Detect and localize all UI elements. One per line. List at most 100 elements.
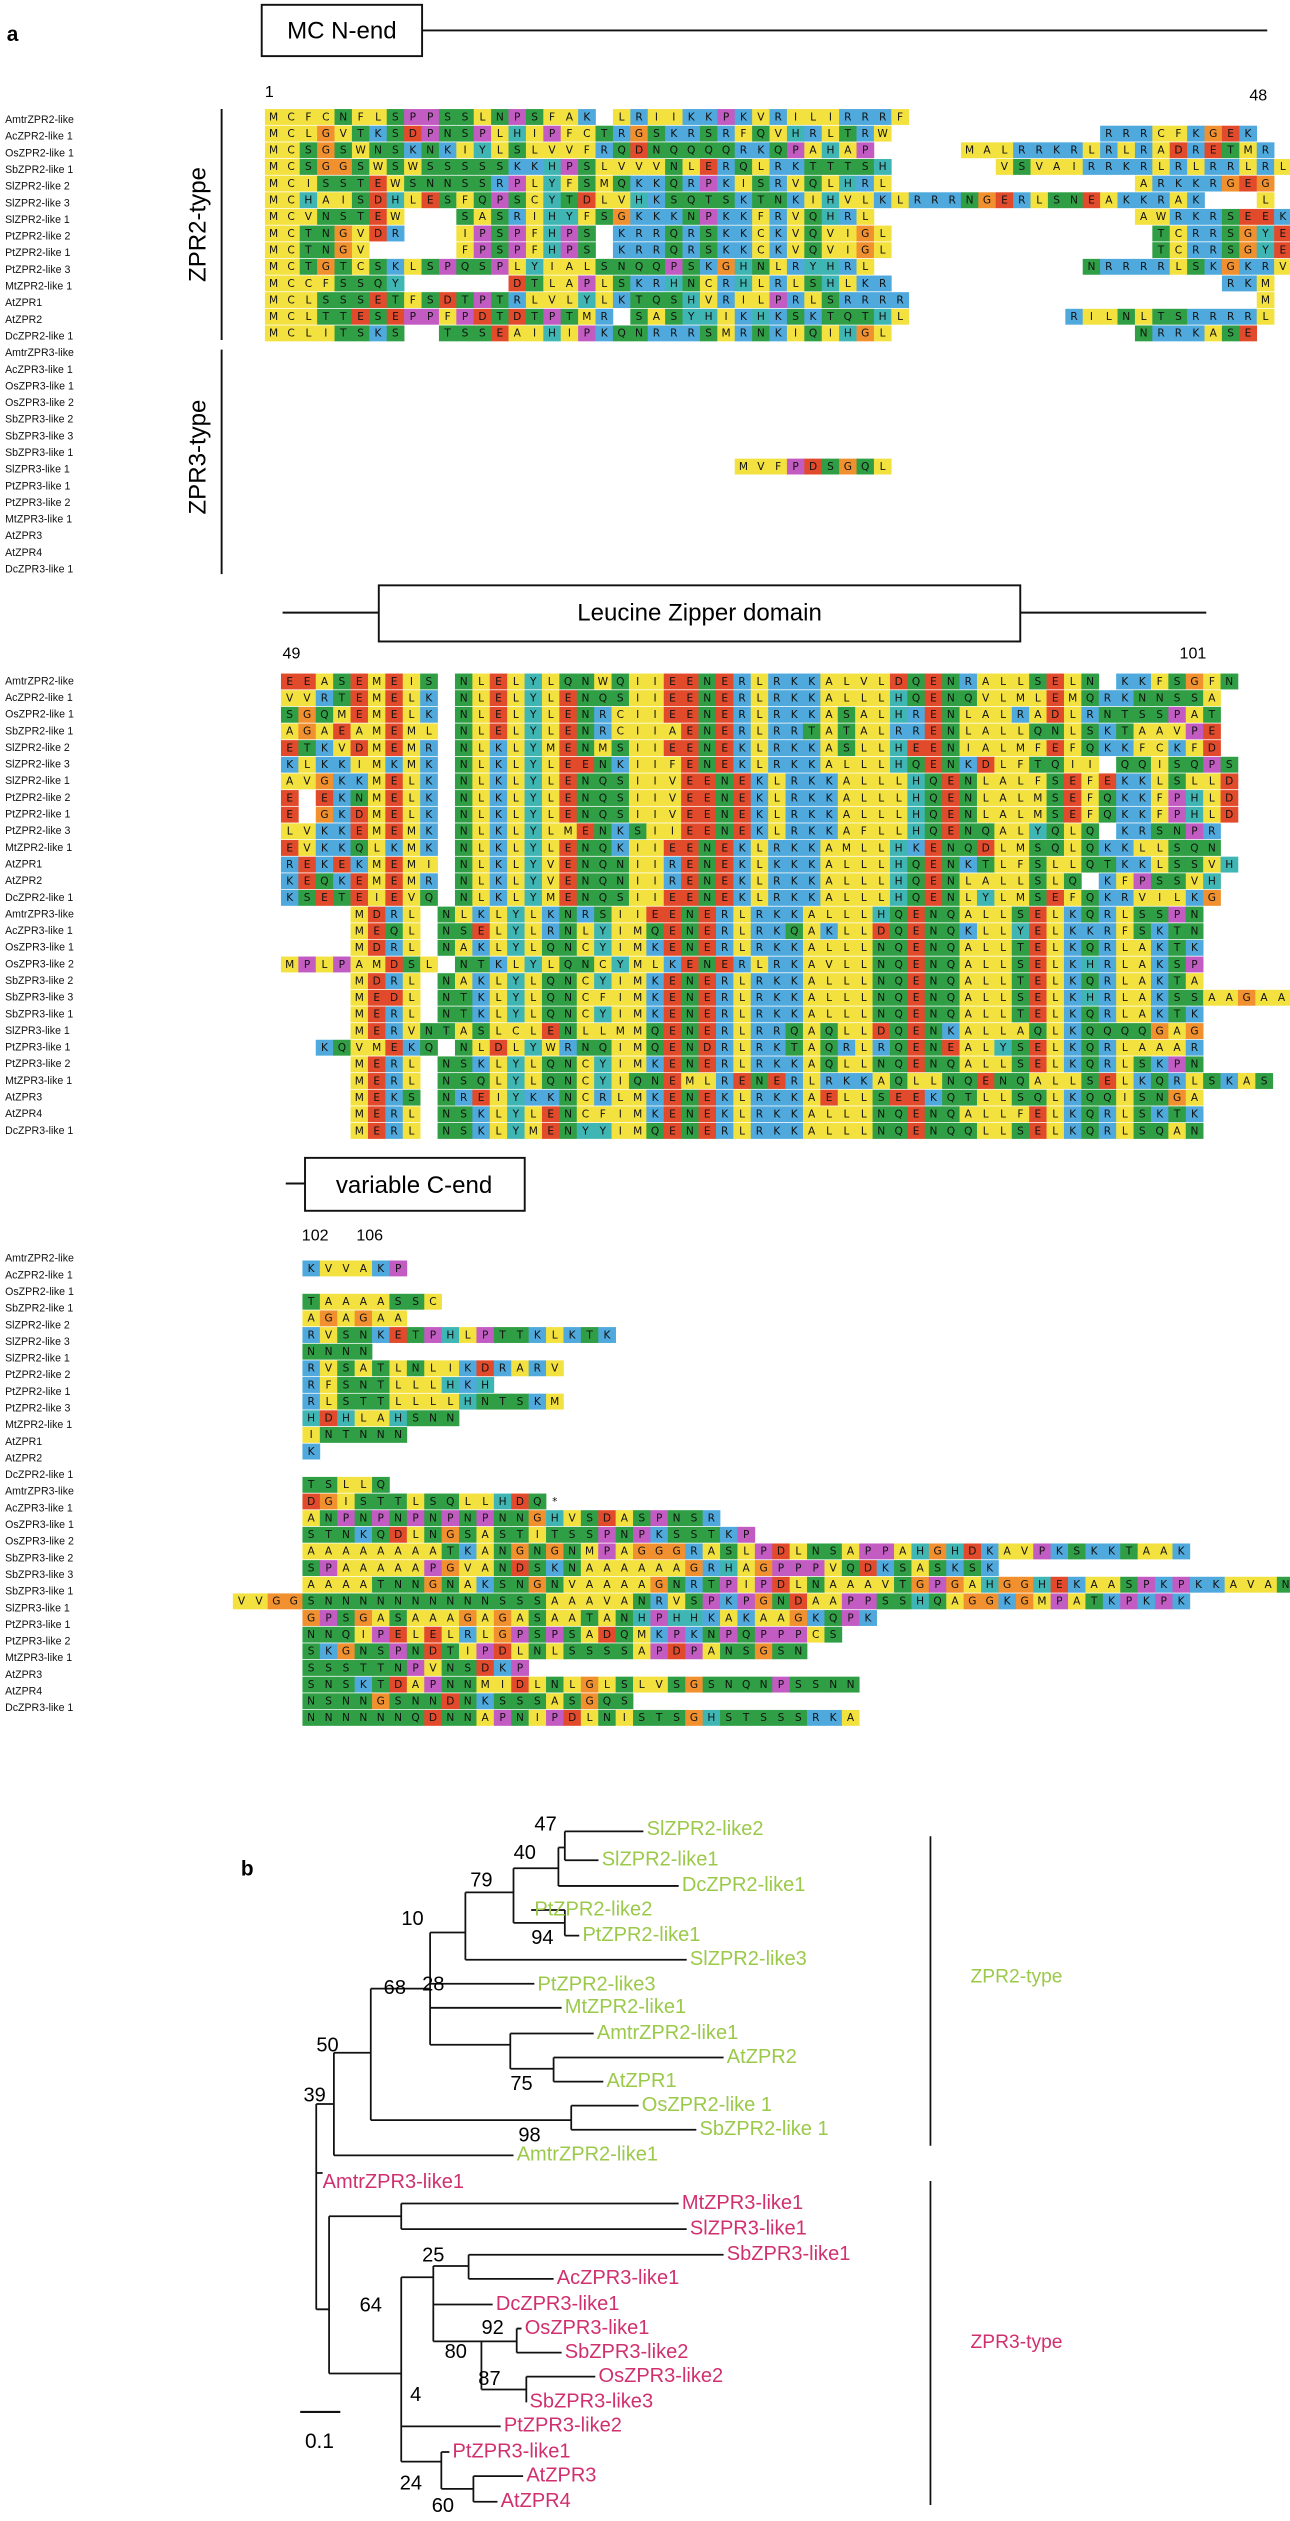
residue-cell bbox=[351, 292, 370, 309]
residue-cell bbox=[768, 673, 786, 690]
residue: R bbox=[721, 942, 729, 954]
residue: L bbox=[584, 261, 590, 273]
residue: E bbox=[356, 826, 363, 838]
residue: E bbox=[478, 1092, 485, 1104]
sequence-name: PtZPR2-like 3 bbox=[5, 825, 70, 837]
residue-cell bbox=[1239, 308, 1258, 325]
residue: T bbox=[338, 692, 346, 704]
residue: P bbox=[410, 311, 417, 323]
residue: V bbox=[357, 244, 365, 256]
residue: Q bbox=[1051, 826, 1059, 838]
residue-cell bbox=[386, 125, 405, 142]
residue: M bbox=[355, 1009, 364, 1021]
residue: D bbox=[809, 461, 817, 473]
residue: N bbox=[426, 145, 434, 157]
residue: V bbox=[618, 161, 626, 173]
residue: R bbox=[392, 228, 400, 240]
residue-cell bbox=[317, 258, 335, 275]
residue: P bbox=[378, 1512, 385, 1524]
residue: R bbox=[670, 328, 678, 340]
residue: Q bbox=[320, 709, 328, 721]
residue: K bbox=[1121, 776, 1129, 788]
residue: H bbox=[757, 311, 765, 323]
residue: N bbox=[442, 1109, 450, 1121]
residue-cell bbox=[491, 125, 509, 142]
residue: A bbox=[1053, 161, 1061, 173]
residue: N bbox=[1173, 826, 1181, 838]
residue: T bbox=[496, 294, 504, 306]
residue: A bbox=[830, 1579, 838, 1591]
residue: E bbox=[565, 776, 572, 788]
residue: N bbox=[1138, 692, 1146, 704]
sequence-name: MtZPR3-like 1 bbox=[5, 514, 72, 526]
residue-cell bbox=[317, 109, 335, 125]
residue: K bbox=[739, 892, 747, 904]
residue: R bbox=[775, 178, 783, 190]
residue: S bbox=[392, 111, 399, 123]
residue: L bbox=[844, 926, 850, 938]
residue: R bbox=[756, 992, 764, 1004]
residue: Q bbox=[1103, 809, 1111, 821]
residue-cell bbox=[543, 292, 562, 309]
residue: A bbox=[808, 1025, 816, 1037]
residue-cell bbox=[647, 125, 666, 142]
residue: K bbox=[775, 244, 783, 256]
residue: L bbox=[896, 776, 902, 788]
residue: G bbox=[1261, 178, 1269, 190]
residue: L bbox=[1000, 1092, 1006, 1104]
residue: L bbox=[548, 809, 554, 821]
residue-cell bbox=[543, 325, 562, 342]
residue: L bbox=[1052, 859, 1058, 871]
residue: H bbox=[879, 161, 887, 173]
residue: P bbox=[584, 278, 591, 290]
residue: Q bbox=[546, 975, 554, 987]
residue: S bbox=[969, 1562, 976, 1574]
residue: R bbox=[722, 278, 730, 290]
residue-cell bbox=[334, 158, 353, 175]
residue: Q bbox=[894, 1025, 902, 1037]
residue-cell bbox=[264, 258, 283, 275]
residue: R bbox=[792, 261, 800, 273]
residue: Q bbox=[546, 1059, 554, 1071]
residue: M bbox=[633, 1125, 642, 1137]
residue: E bbox=[704, 1059, 711, 1071]
sequence-name: MtZPR2-like 1 bbox=[5, 281, 72, 293]
residue: N bbox=[564, 926, 572, 938]
residue: K bbox=[1195, 1579, 1203, 1591]
residue: K bbox=[723, 211, 731, 223]
residue: S bbox=[583, 161, 590, 173]
residue-cell bbox=[804, 192, 823, 209]
region-box bbox=[304, 1156, 526, 1212]
residue: Q bbox=[844, 311, 852, 323]
residue: A bbox=[1265, 1579, 1273, 1591]
residue: G bbox=[359, 1612, 367, 1624]
residue-cell bbox=[1152, 308, 1171, 325]
residue: L bbox=[1070, 859, 1076, 871]
residue: Q bbox=[670, 244, 678, 256]
residue: S bbox=[426, 676, 433, 688]
residue-cell bbox=[1152, 142, 1171, 159]
residue: M bbox=[372, 742, 381, 754]
residue-cell bbox=[976, 673, 995, 690]
residue: R bbox=[1262, 261, 1270, 273]
residue: K bbox=[986, 1546, 994, 1558]
residue: L bbox=[1018, 676, 1024, 688]
residue-cell bbox=[264, 175, 283, 192]
residue: H bbox=[895, 692, 903, 704]
residue-cell bbox=[734, 325, 753, 342]
residue-cell bbox=[752, 242, 770, 259]
residue-cell bbox=[264, 192, 283, 209]
residue: D bbox=[394, 1529, 402, 1541]
residue: K bbox=[530, 1092, 538, 1104]
residue: H bbox=[826, 195, 834, 207]
residue: V bbox=[356, 1042, 364, 1054]
residue: P bbox=[566, 228, 573, 240]
residue: L bbox=[878, 742, 884, 754]
residue: Q bbox=[1086, 826, 1094, 838]
residue: G bbox=[533, 1512, 541, 1524]
residue: K bbox=[338, 776, 346, 788]
residue: N bbox=[564, 1109, 572, 1121]
residue-cell bbox=[769, 258, 788, 275]
residue: E bbox=[547, 1025, 554, 1037]
residue-cell bbox=[1221, 275, 1240, 292]
